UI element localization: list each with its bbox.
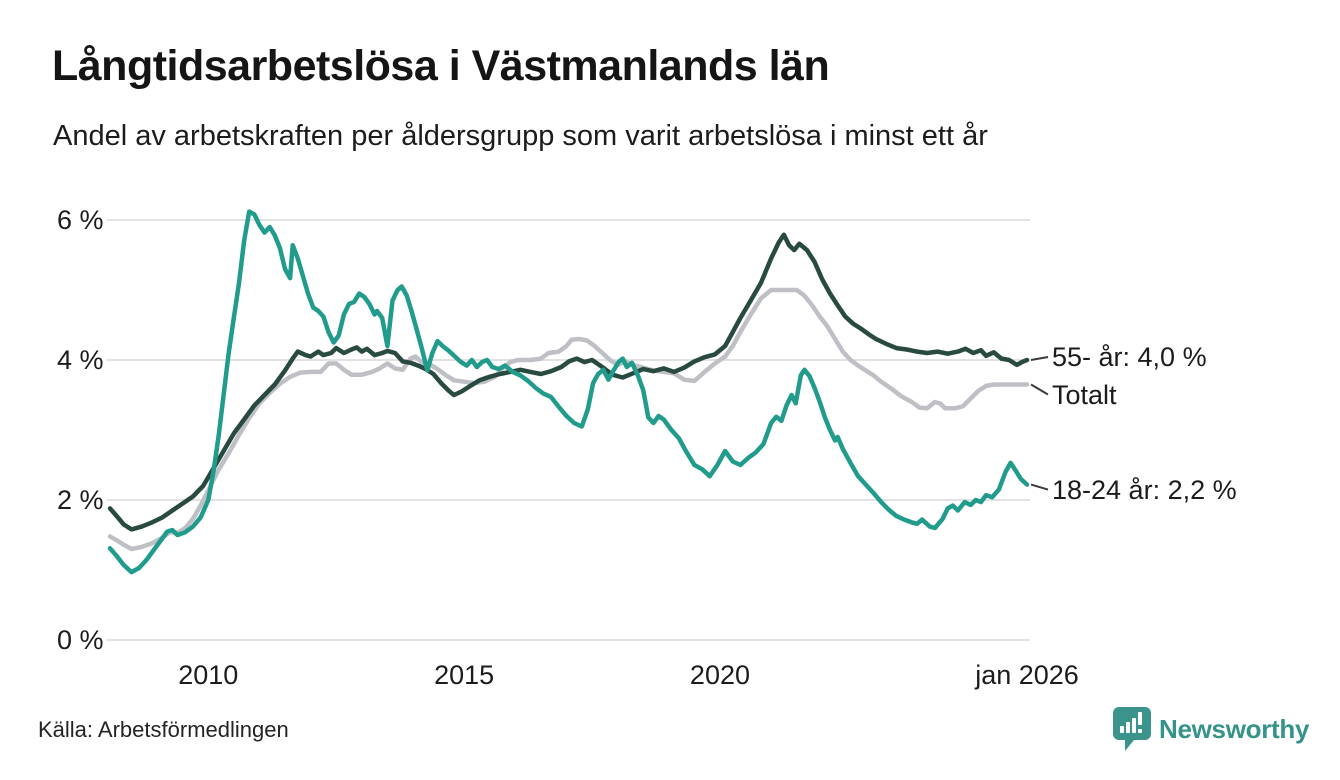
- series-end-label-18-24-r: 18-24 år: 2,2 %: [1052, 474, 1237, 505]
- newsworthy-logo: Newsworthy: [1112, 706, 1309, 753]
- newsworthy-bubble-chart-icon: [1113, 707, 1151, 751]
- x-tick-label-jan-2026: jan 2026: [975, 660, 1079, 690]
- page-subtitle: Andel av arbetskraften per åldersgrupp s…: [53, 120, 988, 152]
- series-line-55-r: [107, 232, 1030, 532]
- label-connector-55-r: [1030, 356, 1049, 361]
- x-tick-label-2010: 2010: [178, 660, 239, 690]
- label-connector-18-24-r: [1030, 483, 1049, 491]
- page-title: Långtidsarbetslösa i Västmanlands län: [52, 42, 830, 90]
- y-tick-label-4: 4 %: [57, 345, 104, 375]
- y-tick-label-0: 0 %: [57, 625, 104, 655]
- source-note: Källa: Arbetsförmedlingen: [38, 717, 289, 742]
- label-connector-totalt: [1030, 383, 1049, 396]
- x-tick-label-2020: 2020: [689, 660, 751, 690]
- series-end-label-55-r: 55- år: 4,0 %: [1052, 342, 1207, 372]
- newsworthy-wordmark: Newsworthy: [1159, 714, 1310, 744]
- y-tick-label-6: 6 %: [57, 205, 104, 235]
- y-tick-label-2: 2 %: [57, 485, 104, 515]
- series-line-18-24-r: [107, 209, 1030, 575]
- x-tick-label-2015: 2015: [434, 660, 495, 690]
- series-end-label-totalt: Totalt: [1052, 379, 1117, 410]
